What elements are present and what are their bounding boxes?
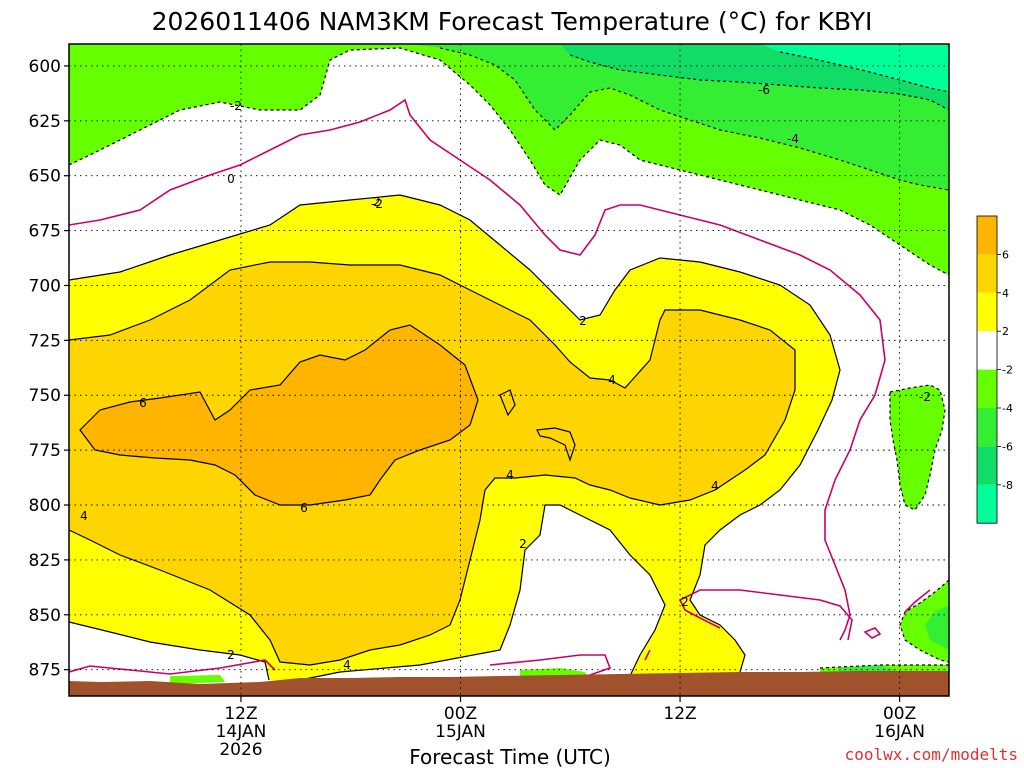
contour-minus2-upper [69,47,949,276]
contour-label: 6 [300,501,308,515]
plot-frame [68,43,950,697]
contour-plus4 [69,261,796,666]
y-tick-label: 850 [29,606,61,626]
y-tick-label: 700 [29,276,61,296]
contour-minus4-upper [439,47,949,191]
terrain-ground [69,671,949,696]
colorbar-swatch [977,254,997,293]
contour-label: 4 [608,373,616,387]
colorbar-swatch [977,484,997,524]
region-plus4 [69,262,795,665]
y-tick-label: 675 [29,222,61,242]
region-minus8-upper [760,44,949,92]
colorbar-swatch [977,446,997,485]
colorbar-label: 4 [1002,287,1009,300]
colorbar-swatch [977,369,997,408]
contour-label: 4 [711,479,719,493]
zero-isotherm-upper [69,98,886,641]
contour-label: 2 [579,314,587,328]
colorbar-label: 2 [1002,325,1009,338]
colorbar-label: -4 [1002,402,1013,415]
zero-isotherm-lower-right [678,589,931,641]
region-minus2-right-patch [890,385,945,510]
grid-lines [69,44,949,696]
x-axis-label: Forecast Time (UTC) [409,745,611,768]
contour-label: 4 [343,658,351,672]
credit-text: coolwx.com/modelts [845,745,1018,764]
y-tick-label: 875 [29,661,61,681]
x-tick-label: 2026 [219,740,262,760]
y-tick-label: 650 [29,167,61,187]
contour-label: -6 [758,83,770,97]
region-minus2-lower-right [820,580,949,696]
y-tick-label: 750 [29,386,61,406]
x-tick-label: 12Z [663,704,696,724]
contour-lines [69,47,949,681]
y-tick-label: 800 [29,496,61,516]
colorbar-swatch [977,292,997,332]
contour-label: 2 [227,648,235,662]
y-tick-label: 825 [29,551,61,571]
colorbar-swatch [977,216,997,255]
y-tick-label: 600 [29,57,61,77]
contour-plus4-patch [499,389,576,462]
y-axis: 600 625 650 675 700 725 750 775 800 825 850 875 [29,57,69,681]
contour-plus2 [69,194,841,681]
x-tick-label: 00Z [444,704,477,724]
zero-isotherm-lines [69,98,931,681]
contour-label: 2 [681,595,689,609]
contour-minus2-lower-right [819,579,949,669]
contour-label: -2 [919,390,931,404]
contour-label: 4 [506,468,514,482]
contour-label: 2 [519,537,527,551]
colorbar-swatch [977,331,997,370]
contour-minus6-upper [569,54,949,111]
contour-label: 4 [80,509,88,523]
colorbar-swatch [977,408,997,447]
region-plus6 [80,325,478,505]
y-tick-label: 775 [29,441,61,461]
contour-label: -2 [230,99,242,113]
x-tick-label: 15JAN [435,722,486,742]
x-tick-label: 00Z [883,704,916,724]
contour-label: -2 [371,197,383,211]
region-plus4-patch [500,390,575,460]
contour-label-group: -2 0 -2 -4 -6 2 2 2 2 2 4 4 4 4 6 6 -2 4 [80,83,931,672]
colorbar-label: 6 [1002,248,1009,261]
contour-plus6 [79,324,479,506]
temperature-field [69,44,949,696]
y-tick-label: 625 [29,112,61,132]
y-tick-label: 725 [29,331,61,351]
contour-label: 0 [227,172,235,186]
colorbar-label: -8 [1002,479,1013,492]
contour-label: -4 [787,132,799,146]
x-tick-label: 12Z [224,704,257,724]
colorbar-label: -2 [1002,364,1013,377]
x-tick-label: 16JAN [874,722,925,742]
chart-title: 2026011406 NAM3KM Forecast Temperature (… [152,7,873,36]
contour-minus8-upper [779,51,949,93]
contour-label: 2 [373,195,381,209]
colorbar-label: -6 [1002,440,1013,453]
contour-label: 6 [139,396,147,410]
zero-isotherm-lower-left [69,659,276,675]
x-tick-label: 14JAN [216,722,267,742]
colorbar: 6 4 2 -2 -4 -6 -8 [976,215,1013,524]
